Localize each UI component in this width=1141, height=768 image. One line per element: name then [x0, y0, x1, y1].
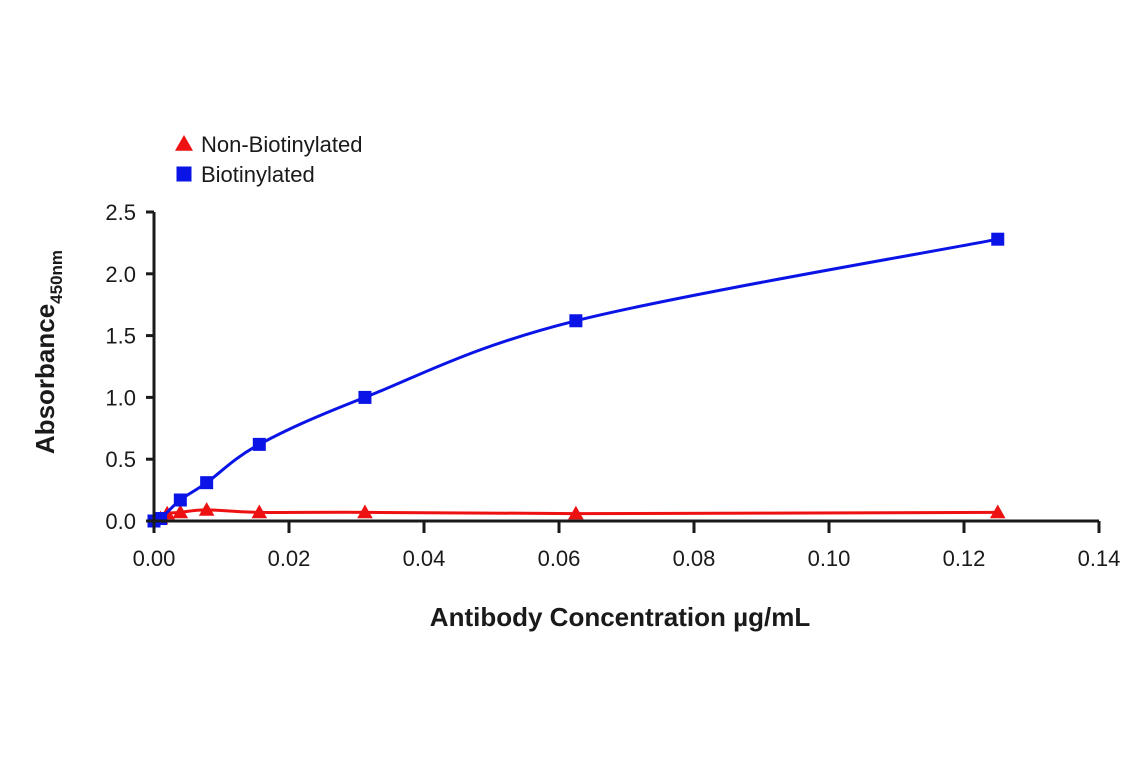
triangle-marker: [172, 504, 189, 519]
y-axis-title-main: Absorbance: [30, 304, 60, 454]
x-tick-label: 0.10: [808, 546, 851, 571]
y-tick-label: 1.5: [105, 324, 136, 349]
legend: Non-Biotinylated Biotinylated: [175, 132, 362, 187]
series-biotinylated: [147, 232, 1005, 528]
y-tick-label: 2.0: [105, 262, 136, 287]
square-marker: [200, 476, 214, 490]
square-marker: [173, 493, 187, 507]
square-marker: [991, 232, 1005, 246]
triangle-marker: [989, 504, 1006, 519]
legend-square-icon: [176, 166, 192, 182]
square-marker: [252, 437, 266, 451]
x-tick-label: 0.06: [538, 546, 581, 571]
y-tick-label: 0.5: [105, 447, 136, 472]
x-axis-title: Antibody Concentration µg/mL: [430, 602, 811, 632]
x-tick-label: 0.00: [133, 546, 176, 571]
axes: 0.0 0.5 1.0 1.5 2.0 2.5 0.00 0.02 0.04 0.06 0.08 0.…: [105, 200, 1120, 571]
y-tick-label: 2.5: [105, 200, 136, 225]
x-tick-label: 0.14: [1078, 546, 1121, 571]
x-tick-label: 0.04: [403, 546, 446, 571]
y-axis-title: Absorbance450nm: [30, 250, 66, 454]
triangle-marker: [357, 504, 373, 519]
x-tick-label: 0.08: [673, 546, 716, 571]
square-marker: [154, 512, 168, 526]
triangle-marker: [198, 502, 215, 516]
legend-label: Biotinylated: [201, 162, 315, 187]
square-marker: [358, 390, 372, 404]
triangle-marker: [251, 504, 268, 519]
series-layer: [147, 232, 1006, 528]
x-tick-label: 0.02: [268, 546, 311, 571]
x-tick-label: 0.12: [943, 546, 986, 571]
legend-triangle-icon: [175, 135, 193, 151]
series-line: [153, 237, 999, 523]
series-line: [159, 508, 998, 520]
legend-label: Non-Biotinylated: [201, 132, 362, 157]
triangle-marker: [568, 505, 584, 520]
y-tick-label: 1.0: [105, 385, 136, 410]
square-marker: [569, 314, 583, 328]
y-tick-label: 0.0: [105, 509, 136, 534]
y-axis-title-subscript: 450nm: [47, 250, 66, 304]
